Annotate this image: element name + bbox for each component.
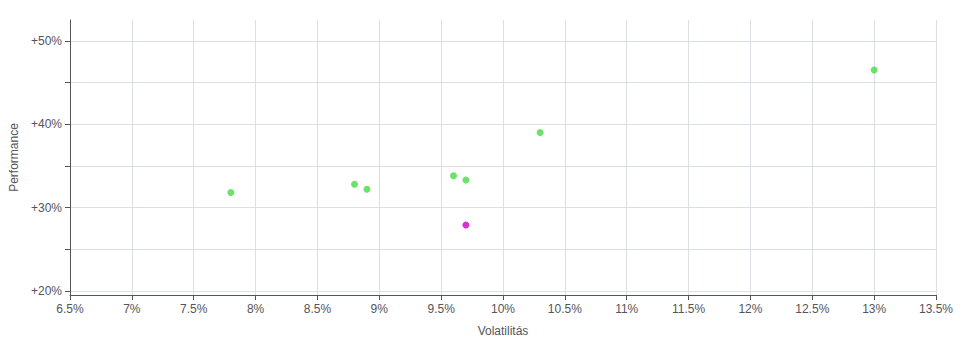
svg-text:12%: 12% (738, 302, 762, 316)
svg-text:+20%: +20% (31, 284, 62, 298)
svg-text:13.5%: 13.5% (919, 302, 953, 316)
svg-text:8%: 8% (247, 302, 265, 316)
svg-text:9.5%: 9.5% (427, 302, 455, 316)
svg-text:+30%: +30% (31, 201, 62, 215)
svg-text:7%: 7% (123, 302, 141, 316)
svg-text:10.5%: 10.5% (548, 302, 582, 316)
svg-text:6.5%: 6.5% (56, 302, 84, 316)
svg-text:12.5%: 12.5% (795, 302, 829, 316)
svg-text:10%: 10% (491, 302, 515, 316)
svg-text:11.5%: 11.5% (672, 302, 705, 316)
svg-text:11%: 11% (615, 302, 638, 316)
svg-text:Volatilitás: Volatilitás (478, 324, 529, 338)
svg-text:+50%: +50% (31, 34, 62, 48)
svg-text:+40%: +40% (31, 117, 62, 131)
svg-text:7.5%: 7.5% (180, 302, 208, 316)
svg-text:13%: 13% (862, 302, 886, 316)
svg-text:8.5%: 8.5% (304, 302, 332, 316)
svg-text:Performance: Performance (7, 123, 21, 192)
svg-text:9%: 9% (371, 302, 389, 316)
